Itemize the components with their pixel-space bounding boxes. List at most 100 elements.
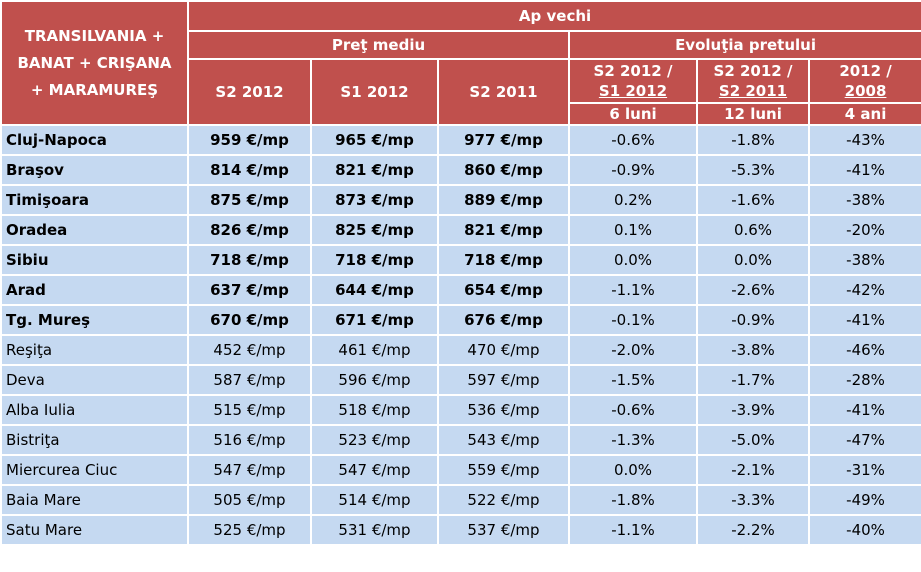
evolution-12-luni-cell: -0.9% [696, 304, 810, 336]
price-s1-2012-cell: 821 €/mp [310, 154, 439, 186]
price-s1-2012-cell: 461 €/mp [310, 334, 439, 366]
table-row: Reşiţa 452 €/mp 461 €/mp 470 €/mp -2.0% -3.8%… [0, 334, 921, 366]
city-cell: Tg. Mureş [0, 304, 189, 336]
price-s2-2012-cell: 515 €/mp [187, 394, 312, 426]
table-row: Deva 587 €/mp 596 €/mp 597 €/mp -1.5% -1.7% -2… [0, 364, 921, 396]
price-s2-2012-cell: 875 €/mp [187, 184, 312, 216]
price-s2-2011-cell: 977 €/mp [437, 124, 570, 156]
table-row: Bistriţa 516 €/mp 523 €/mp 543 €/mp -1.3% -5.… [0, 424, 921, 456]
price-s1-2012-cell: 523 €/mp [310, 424, 439, 456]
city-cell: Timişoara [0, 184, 189, 216]
price-s2-2011-cell: 718 €/mp [437, 244, 570, 276]
evolution-12-luni-cell: -5.0% [696, 424, 810, 456]
evolution-4-ani-cell: -31% [807, 454, 921, 486]
period-6-luni: 6 luni [568, 102, 698, 126]
price-s2-2012-cell: 718 €/mp [187, 244, 312, 276]
price-s2-2011-cell: 537 €/mp [437, 514, 570, 546]
evolution-6-luni-cell: -0.6% [568, 394, 698, 426]
evolution-6-luni-cell: 0.0% [568, 244, 698, 276]
table-row: Satu Mare 525 €/mp 531 €/mp 537 €/mp -1.1% -2… [0, 514, 921, 546]
evolution-4-ani-cell: -49% [807, 484, 921, 516]
city-cell: Cluj-Napoca [0, 124, 189, 156]
price-s2-2012-cell: 670 €/mp [187, 304, 312, 336]
price-s1-2012-cell: 825 €/mp [310, 214, 439, 246]
price-s2-2011-cell: 543 €/mp [437, 424, 570, 456]
region-line-2: BANAT + CRIŞANA [17, 53, 172, 72]
price-s2-2012-cell: 959 €/mp [187, 124, 312, 156]
col-header-evo-12m: S2 2012 / S2 2011 [696, 58, 810, 104]
city-cell: Sibiu [0, 244, 189, 276]
table-row: Alba Iulia 515 €/mp 518 €/mp 536 €/mp -0.6% -… [0, 394, 921, 426]
col-header-evo-6m-line1: S2 2012 / [593, 62, 673, 80]
evolution-4-ani-cell: -47% [807, 424, 921, 456]
price-s2-2012-cell: 525 €/mp [187, 514, 312, 546]
table-row: Cluj-Napoca 959 €/mp 965 €/mp 977 €/mp -0.6%… [0, 124, 921, 156]
price-s1-2012-cell: 531 €/mp [310, 514, 439, 546]
price-s1-2012-cell: 873 €/mp [310, 184, 439, 216]
evolution-6-luni-cell: -1.3% [568, 424, 698, 456]
col-header-evo-12m-line1: S2 2012 / [713, 62, 793, 80]
price-group-header: Preţ mediu [187, 30, 570, 60]
evolution-6-luni-cell: -1.1% [568, 274, 698, 306]
col-header-s1-2012: S1 2012 [310, 58, 439, 126]
evolution-6-luni-cell: -0.1% [568, 304, 698, 336]
price-s2-2012-cell: 826 €/mp [187, 214, 312, 246]
evolution-6-luni-cell: -1.8% [568, 484, 698, 516]
price-s2-2012-cell: 505 €/mp [187, 484, 312, 516]
table-row: Timişoara 875 €/mp 873 €/mp 889 €/mp 0.2% -1.… [0, 184, 921, 216]
price-s2-2011-cell: 536 €/mp [437, 394, 570, 426]
evolution-4-ani-cell: -20% [807, 214, 921, 246]
city-cell: Reşiţa [0, 334, 189, 366]
city-cell: Miercurea Ciuc [0, 454, 189, 486]
evolution-6-luni-cell: -1.5% [568, 364, 698, 396]
col-header-evo-6m: S2 2012 / S1 2012 [568, 58, 698, 104]
evolution-6-luni-cell: -0.9% [568, 154, 698, 186]
table-row: Miercurea Ciuc 547 €/mp 547 €/mp 559 €/mp 0.… [0, 454, 921, 486]
price-s2-2011-cell: 597 €/mp [437, 364, 570, 396]
table-row: Tg. Mureş 670 €/mp 671 €/mp 676 €/mp -0.1% -0… [0, 304, 921, 336]
col-header-evo-4y-line1: 2012 / [839, 62, 892, 80]
price-s2-2012-cell: 547 €/mp [187, 454, 312, 486]
city-cell: Braşov [0, 154, 189, 186]
city-cell: Satu Mare [0, 514, 189, 546]
price-s2-2012-cell: 814 €/mp [187, 154, 312, 186]
evolution-4-ani-cell: -42% [807, 274, 921, 306]
price-s2-2011-cell: 559 €/mp [437, 454, 570, 486]
evolution-4-ani-cell: -41% [807, 394, 921, 426]
col-header-s2-2012: S2 2012 [187, 58, 312, 126]
table-row: Arad 637 €/mp 644 €/mp 654 €/mp -1.1% -2.6% -4… [0, 274, 921, 306]
price-s1-2012-cell: 965 €/mp [310, 124, 439, 156]
price-s2-2011-cell: 654 €/mp [437, 274, 570, 306]
evolution-12-luni-cell: -5.3% [696, 154, 810, 186]
col-header-s2-2011: S2 2011 [437, 58, 570, 126]
evolution-6-luni-cell: 0.0% [568, 454, 698, 486]
evolution-12-luni-cell: -1.6% [696, 184, 810, 216]
evolution-12-luni-cell: 0.0% [696, 244, 810, 276]
city-cell: Deva [0, 364, 189, 396]
price-s1-2012-cell: 644 €/mp [310, 274, 439, 306]
city-cell: Bistriţa [0, 424, 189, 456]
evolution-12-luni-cell: 0.6% [696, 214, 810, 246]
col-header-evo-12m-line2: S2 2011 [718, 82, 788, 100]
price-s1-2012-cell: 671 €/mp [310, 304, 439, 336]
evolution-4-ani-cell: -40% [807, 514, 921, 546]
group-header: Ap vechi [186, 0, 921, 32]
table-row: Braşov 814 €/mp 821 €/mp 860 €/mp -0.9% -5.3%… [0, 154, 921, 186]
price-s2-2012-cell: 587 €/mp [187, 364, 312, 396]
col-header-evo-4y-line2: 2008 [844, 82, 887, 100]
price-s2-2012-cell: 452 €/mp [187, 334, 312, 366]
city-cell: Baia Mare [0, 484, 189, 516]
evolution-4-ani-cell: -41% [807, 154, 921, 186]
evolution-4-ani-cell: -38% [807, 244, 921, 276]
table-body: Cluj-Napoca 959 €/mp 965 €/mp 977 €/mp -0.6%… [0, 124, 921, 546]
table-header: TRANSILVANIA + BANAT + CRIŞANA + MARAMUR… [0, 0, 921, 126]
table-row: Sibiu 718 €/mp 718 €/mp 718 €/mp 0.0% 0.0% -38… [0, 244, 921, 276]
evolution-12-luni-cell: -1.7% [696, 364, 810, 396]
evolution-4-ani-cell: -41% [807, 304, 921, 336]
evolution-4-ani-cell: -43% [807, 124, 921, 156]
table-row: Baia Mare 505 €/mp 514 €/mp 522 €/mp -1.8% -3… [0, 484, 921, 516]
evolution-12-luni-cell: -3.3% [696, 484, 810, 516]
evolution-12-luni-cell: -3.8% [696, 334, 810, 366]
price-s2-2011-cell: 821 €/mp [437, 214, 570, 246]
region-line-3: + MARAMUREŞ [30, 80, 159, 99]
